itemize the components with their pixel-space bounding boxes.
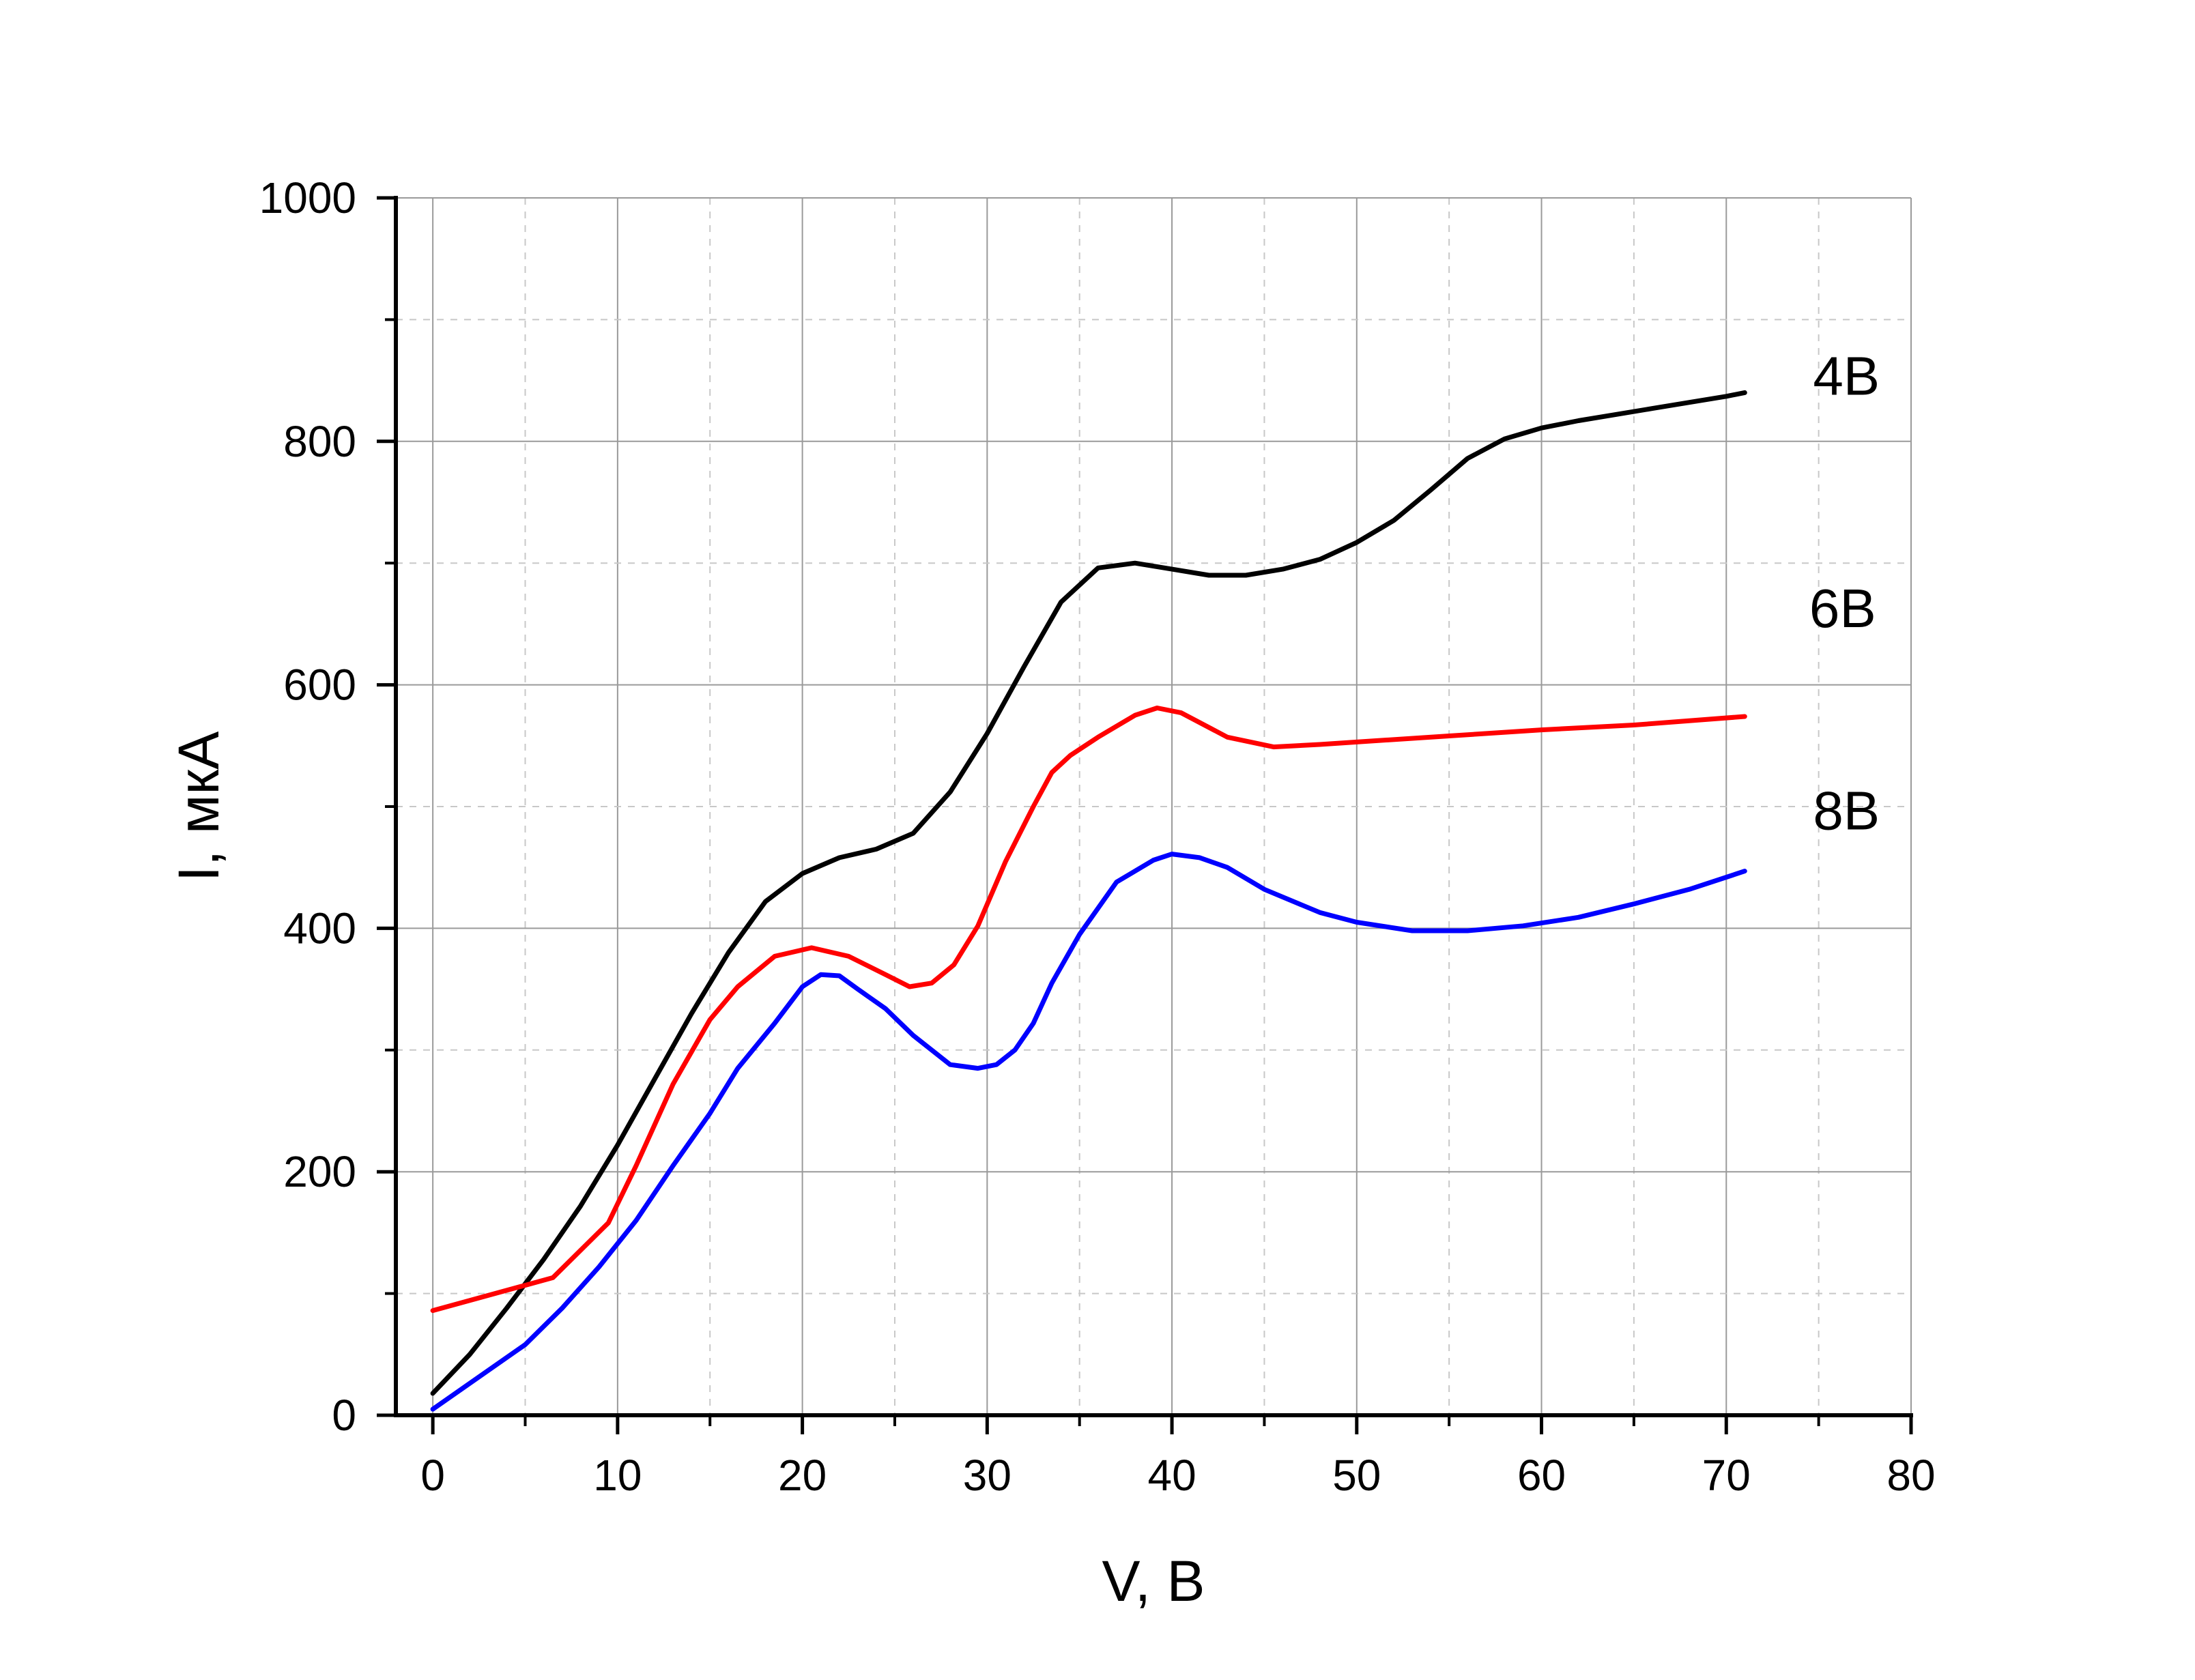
series-line-0 xyxy=(430,390,1747,1396)
series-line-1 xyxy=(430,706,1747,1314)
x-tick-label-7: 70 xyxy=(1702,1451,1751,1500)
x-tick-label-0: 0 xyxy=(420,1451,445,1500)
y-tick-label-4: 800 xyxy=(283,417,356,466)
series-label-2: 8В xyxy=(1813,780,1880,841)
y-tick-label-5: 1000 xyxy=(259,173,356,222)
y-tick-label-3: 600 xyxy=(283,661,356,710)
y-tick-label-1: 200 xyxy=(283,1147,356,1196)
x-tick-label-5: 50 xyxy=(1332,1451,1381,1500)
series-label-1: 6В xyxy=(1809,578,1876,639)
x-tick-label-2: 20 xyxy=(778,1451,827,1500)
x-tick-label-8: 80 xyxy=(1886,1451,1935,1500)
y-axis-label: I, мкА xyxy=(167,732,231,882)
x-axis-label: V, В xyxy=(1102,1549,1205,1613)
series-layer xyxy=(430,390,1747,1412)
x-tick-label-1: 10 xyxy=(593,1451,642,1500)
x-tick-label-3: 30 xyxy=(963,1451,1012,1500)
y-tick-label-0: 0 xyxy=(332,1391,356,1440)
x-tick-label-4: 40 xyxy=(1147,1451,1196,1500)
axes xyxy=(377,196,1913,1434)
grid xyxy=(396,197,1912,1415)
x-tick-label-6: 60 xyxy=(1517,1451,1566,1500)
series-label-0: 4В xyxy=(1813,345,1880,406)
y-tick-label-2: 400 xyxy=(283,903,356,953)
series-line-2 xyxy=(430,852,1747,1412)
annotations: 4В 6В 8В xyxy=(1809,345,1880,841)
